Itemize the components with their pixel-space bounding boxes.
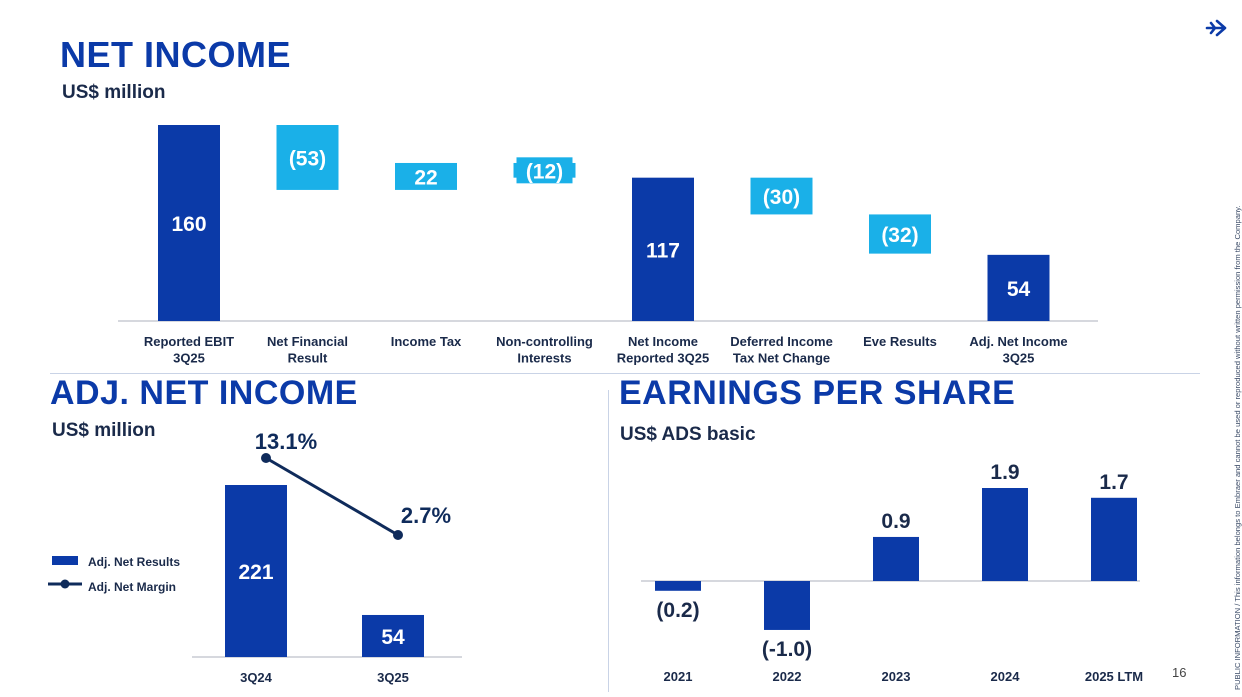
waterfall-value-label: (53) bbox=[289, 147, 326, 170]
waterfall-label-bg bbox=[516, 157, 573, 184]
eps-bar bbox=[764, 581, 810, 630]
waterfall-bar bbox=[987, 254, 1050, 321]
public-information-note: PUBLIC INFORMATION / This information be… bbox=[1233, 205, 1242, 690]
eps-bar bbox=[982, 488, 1028, 581]
waterfall-category-label: Net Income Reported 3Q25 bbox=[617, 334, 709, 365]
waterfall-category-label: Reported EBIT 3Q25 bbox=[144, 334, 234, 365]
eps-category-label: 2021 bbox=[664, 669, 693, 684]
waterfall-bar bbox=[158, 125, 220, 321]
adj-net-margin-point bbox=[393, 530, 403, 540]
waterfall-bar bbox=[869, 214, 931, 254]
eps-value-label: (0.2) bbox=[656, 599, 699, 622]
page-number: 16 bbox=[1172, 665, 1187, 680]
net-income-title: NET INCOME bbox=[60, 34, 292, 75]
waterfall-bar bbox=[395, 162, 457, 190]
adj-category-label: 3Q25 bbox=[377, 670, 409, 685]
adj-net-income-title: ADJ. NET INCOME bbox=[50, 374, 358, 412]
waterfall-category-label: Eve Results bbox=[863, 334, 937, 349]
waterfall-category-label: Deferred Income Tax Net Change bbox=[730, 334, 833, 365]
legend-bar-swatch bbox=[52, 556, 78, 565]
waterfall-value-label: 160 bbox=[171, 213, 206, 236]
eps-value-label: 1.7 bbox=[1099, 471, 1128, 494]
eps-value-label: 1.9 bbox=[990, 461, 1019, 484]
adj-net-margin-label: 13.1% bbox=[255, 429, 317, 454]
adj-net-results-bar bbox=[362, 614, 424, 657]
eps-title: EARNINGS PER SHARE bbox=[619, 374, 1016, 412]
eps-category-label: 2024 bbox=[991, 669, 1021, 684]
eps-category-label: 2022 bbox=[773, 669, 802, 684]
adj-net-results-label: 54 bbox=[381, 626, 405, 649]
adj-net-margin-label: 2.7% bbox=[401, 503, 451, 528]
waterfall-value-label: (32) bbox=[881, 224, 918, 247]
legend-line-label: Adj. Net Margin bbox=[88, 580, 176, 594]
legend-line-marker bbox=[60, 579, 70, 589]
waterfall-bar bbox=[632, 177, 694, 321]
net-income-subtitle: US$ million bbox=[62, 82, 166, 103]
adj-category-label: 3Q24 bbox=[240, 670, 273, 685]
adj-net-margin-line bbox=[265, 456, 399, 537]
waterfall-bar bbox=[750, 177, 813, 215]
eps-bar bbox=[655, 581, 701, 591]
legend-bar-label: Adj. Net Results bbox=[88, 555, 180, 569]
adj-net-results-label: 221 bbox=[238, 561, 273, 584]
embraer-arrow-icon bbox=[1205, 19, 1227, 37]
eps-bar bbox=[873, 536, 919, 581]
waterfall-value-label: 117 bbox=[646, 239, 680, 262]
adj-net-income-subtitle: US$ million bbox=[52, 420, 156, 441]
eps-value-label: 0.9 bbox=[881, 510, 910, 533]
waterfall-value-label: (12) bbox=[526, 160, 563, 183]
eps-category-label: 2023 bbox=[882, 669, 911, 684]
adj-net-margin-point bbox=[261, 453, 271, 463]
waterfall-value-label: 54 bbox=[1007, 278, 1031, 301]
section-divider-horizontal bbox=[50, 373, 1200, 374]
waterfall-value-label: (30) bbox=[763, 186, 800, 209]
eps-subtitle: US$ ADS basic bbox=[620, 424, 756, 445]
waterfall-category-label: Adj. Net Income 3Q25 bbox=[969, 334, 1067, 365]
waterfall-value-label: 22 bbox=[414, 166, 437, 189]
waterfall-bar bbox=[276, 125, 339, 190]
section-divider-vertical bbox=[608, 390, 609, 692]
eps-category-label: 2025 LTM bbox=[1085, 669, 1143, 684]
waterfall-category-label: Income Tax bbox=[391, 334, 462, 349]
waterfall-category-label: Net Financial Result bbox=[267, 334, 348, 365]
waterfall-category-label: Non-controlling Interests bbox=[496, 334, 593, 365]
eps-value-label: (-1.0) bbox=[762, 638, 812, 661]
adj-net-results-bar bbox=[225, 485, 287, 657]
eps-bar bbox=[1091, 497, 1137, 581]
